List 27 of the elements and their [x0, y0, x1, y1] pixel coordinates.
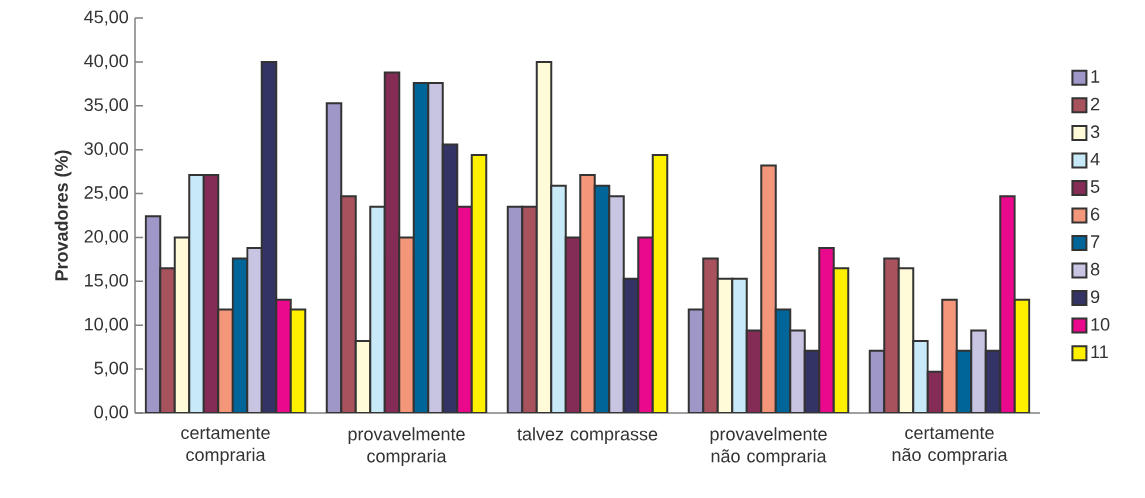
- y-axis-title: Provadores (%): [54, 150, 72, 281]
- legend-label: 3: [1090, 125, 1100, 139]
- legend-label: 5: [1090, 180, 1100, 193]
- legend-label: 4: [1090, 152, 1100, 166]
- legend-label: 10: [1091, 317, 1110, 331]
- legend-label: 7: [1091, 235, 1100, 248]
- y-tick-label: 0,00: [94, 405, 129, 421]
- y-tick-label: 25,00: [84, 186, 129, 201]
- y-tick-label: 40,00: [84, 54, 129, 70]
- y-tick-label: 35,00: [84, 98, 129, 114]
- legend-label: 9: [1090, 290, 1100, 304]
- legend-label: 8: [1090, 262, 1100, 276]
- x-tick-label: provavelmente não compraria: [710, 427, 827, 467]
- x-tick-label: certamente compraria: [181, 427, 270, 465]
- y-tick-label: 15,00: [85, 273, 129, 289]
- legend-label: 1: [1091, 70, 1100, 83]
- x-tick-label: talvez comprasse: [517, 427, 658, 445]
- y-tick-label: 20,00: [84, 230, 129, 245]
- x-tick-label: certamente não compraria: [892, 427, 1008, 465]
- y-tick-label: 10,00: [85, 317, 129, 333]
- y-tick-label: 30,00: [84, 142, 129, 158]
- legend-label: 11: [1091, 345, 1108, 358]
- y-tick-label: 5,00: [94, 361, 129, 377]
- x-tick-label: provavelmente compraria: [348, 427, 465, 467]
- legend-label: 6: [1091, 207, 1100, 221]
- legend-label: 2: [1090, 97, 1100, 111]
- y-tick-label: 45,00: [84, 10, 129, 26]
